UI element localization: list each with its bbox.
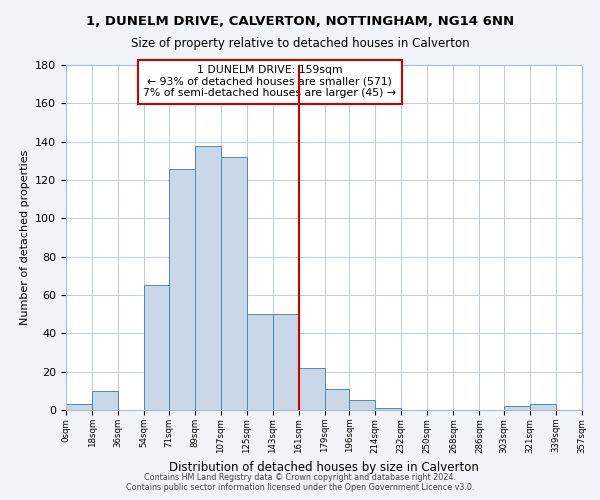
Bar (272, 314, 299, 410)
Bar (66, 404, 92, 410)
Bar (325, 389, 349, 410)
Bar (144, 286, 169, 410)
Text: Contains HM Land Registry data © Crown copyright and database right 2024.
Contai: Contains HM Land Registry data © Crown c… (126, 473, 474, 492)
Bar (92, 391, 118, 410)
Bar (194, 146, 221, 410)
Text: Size of property relative to detached houses in Calverton: Size of property relative to detached ho… (131, 38, 469, 51)
X-axis label: Distribution of detached houses by size in Calverton: Distribution of detached houses by size … (169, 461, 479, 474)
Bar (221, 157, 247, 410)
Bar (169, 168, 194, 410)
Bar (376, 408, 401, 410)
Text: 1, DUNELM DRIVE, CALVERTON, NOTTINGHAM, NG14 6NN: 1, DUNELM DRIVE, CALVERTON, NOTTINGHAM, … (86, 15, 514, 28)
Bar (247, 314, 272, 410)
Text: 1 DUNELM DRIVE: 159sqm
← 93% of detached houses are smaller (571)
7% of semi-det: 1 DUNELM DRIVE: 159sqm ← 93% of detached… (143, 65, 397, 98)
Bar (504, 406, 530, 410)
Y-axis label: Number of detached properties: Number of detached properties (20, 150, 29, 325)
Bar (530, 404, 556, 410)
Bar (349, 400, 376, 410)
Bar (299, 368, 325, 410)
